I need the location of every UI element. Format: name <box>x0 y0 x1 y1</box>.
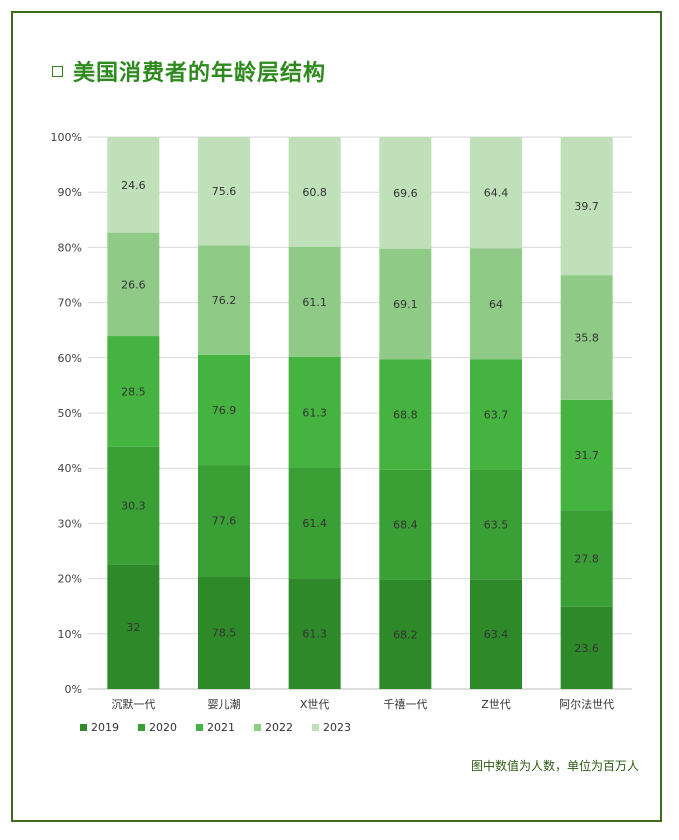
data-label: 23.6 <box>574 642 599 655</box>
chart-frame <box>11 11 662 822</box>
bar-segment <box>379 579 432 689</box>
data-label: 63.7 <box>484 408 509 421</box>
data-label: 27.8 <box>574 552 599 565</box>
bar-segment <box>107 137 160 233</box>
data-label: 63.5 <box>484 518 509 531</box>
bar-segment <box>198 245 250 355</box>
y-tick-label: 0% <box>65 683 82 696</box>
legend-swatch <box>138 724 145 731</box>
bar-segment <box>470 579 522 689</box>
bar-segment <box>379 248 432 360</box>
bar-segment <box>288 356 341 468</box>
legend-swatch <box>80 724 87 731</box>
x-category-label: 千禧一代 <box>383 698 427 711</box>
x-category-label: Z世代 <box>481 698 511 711</box>
y-tick-label: 60% <box>58 352 82 365</box>
bar-segment <box>198 465 250 577</box>
bar-segment <box>560 275 613 400</box>
bar-segment <box>198 576 250 689</box>
legend-label: 2021 <box>207 721 235 734</box>
data-label: 60.8 <box>302 186 327 199</box>
x-category-label: 沉默一代 <box>111 698 155 711</box>
data-label: 28.5 <box>121 385 146 398</box>
data-label: 63.4 <box>484 628 509 641</box>
bar-segment <box>379 137 432 249</box>
data-label: 32 <box>126 621 140 634</box>
bar-segment <box>288 578 341 689</box>
data-label: 61.1 <box>302 296 327 309</box>
data-label: 78.5 <box>212 627 237 640</box>
bar-segment <box>560 399 613 511</box>
data-label: 76.2 <box>212 294 237 307</box>
bar-segment <box>107 446 160 565</box>
legend-swatch <box>312 724 319 731</box>
data-label: 26.6 <box>121 278 146 291</box>
title-row: 美国消费者的年龄层结构 <box>52 55 326 87</box>
data-label: 64 <box>489 298 503 311</box>
data-label: 61.3 <box>302 406 327 419</box>
x-category-label: X世代 <box>300 698 330 711</box>
data-label: 75.6 <box>212 185 237 198</box>
title-square-icon <box>52 65 63 77</box>
bar-segment <box>198 137 250 246</box>
bar-segment <box>198 354 250 466</box>
x-category-label: 阿尔法世代 <box>559 697 614 711</box>
bar-segment <box>107 232 160 337</box>
data-label: 61.4 <box>302 517 327 530</box>
y-tick-label: 50% <box>58 407 82 420</box>
unit-note: 图中数值为人数，单位为百万人 <box>470 759 639 773</box>
chart-title: 美国消费者的年龄层结构 <box>73 61 327 86</box>
data-label: 68.4 <box>393 519 418 532</box>
data-label: 68.2 <box>393 628 418 641</box>
data-label: 69.1 <box>393 298 418 311</box>
y-tick-label: 20% <box>58 573 82 586</box>
legend-label: 2020 <box>149 721 177 734</box>
bar-segment <box>288 467 341 579</box>
bar-segment <box>288 137 341 247</box>
y-tick-label: 10% <box>58 628 82 641</box>
bar-segment <box>107 564 160 689</box>
y-tick-label: 80% <box>58 241 82 254</box>
bar-segment <box>560 510 613 607</box>
data-label: 77.6 <box>212 515 237 528</box>
bar-segment <box>470 137 522 249</box>
data-label: 39.7 <box>574 200 599 213</box>
legend-swatch <box>254 724 261 731</box>
bar-segment <box>379 469 432 580</box>
y-tick-label: 90% <box>58 186 82 199</box>
legend-swatch <box>196 724 203 731</box>
bar-segment <box>107 336 160 447</box>
data-label: 68.8 <box>393 409 418 422</box>
data-label: 31.7 <box>574 449 599 462</box>
data-label: 76.9 <box>212 404 237 417</box>
data-label: 24.6 <box>121 179 146 192</box>
y-tick-label: 30% <box>58 517 82 530</box>
data-label: 64.4 <box>484 187 509 200</box>
y-tick-label: 40% <box>58 462 82 475</box>
data-label: 30.3 <box>121 500 146 513</box>
bar-segment <box>560 606 613 689</box>
bar-segment <box>288 246 341 357</box>
data-label: 35.8 <box>574 331 599 344</box>
bar-segment <box>560 137 613 276</box>
legend-label: 2023 <box>323 721 351 734</box>
y-tick-label: 100% <box>51 131 82 144</box>
x-category-label: 婴儿潮 <box>208 697 241 711</box>
bar-segment <box>470 359 522 470</box>
legend-label: 2019 <box>91 721 119 734</box>
y-tick-label: 70% <box>58 297 82 310</box>
bar-segment <box>470 248 522 360</box>
legend-label: 2022 <box>265 721 293 734</box>
data-label: 61.3 <box>302 628 327 641</box>
bar-segment <box>470 469 522 580</box>
data-label: 69.6 <box>393 187 418 200</box>
bar-segment <box>379 359 432 470</box>
